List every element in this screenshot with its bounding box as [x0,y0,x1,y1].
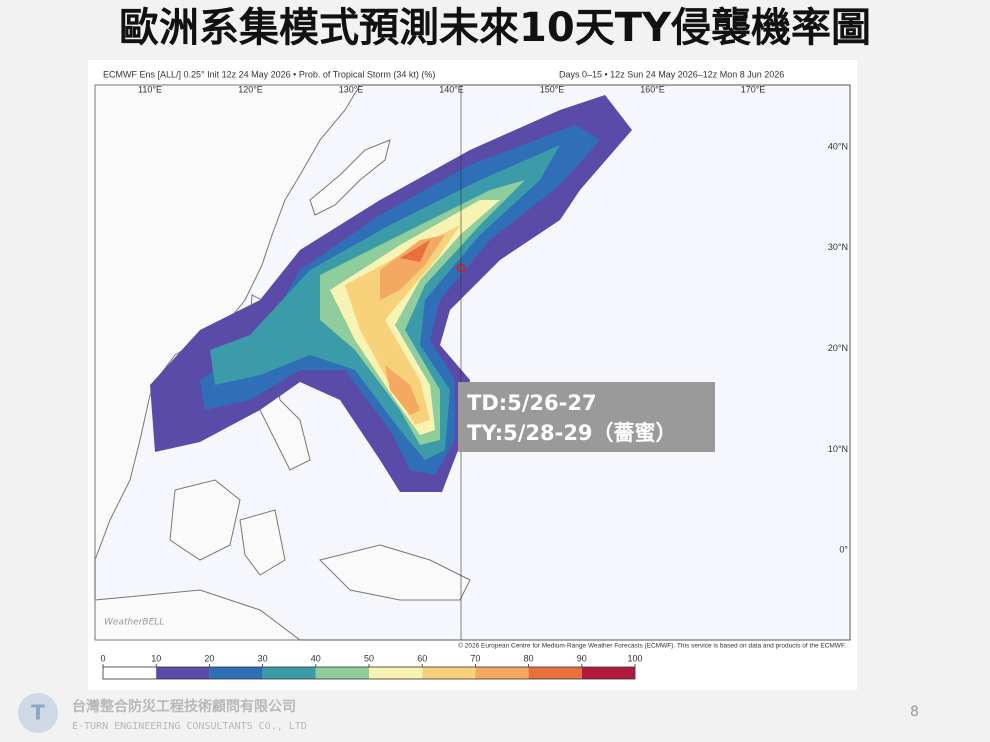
lat-label: 10°N [828,444,848,454]
colorbar-bin [422,667,476,679]
prob-area [385,365,420,415]
colorbar-tick-label: 90 [577,653,587,663]
colorbar-bin [209,667,263,679]
colorbar-tick-label: 40 [311,653,321,663]
colorbar-bin [369,667,423,679]
lat-label: 20°N [828,343,848,353]
page-number: 8 [910,704,919,720]
lat-label: 30°N [828,242,848,252]
colorbar-bin [581,667,635,679]
lat-label: 40°N [828,141,848,151]
colorbar-bin [315,667,369,679]
colorbar-tick-label: 100 [627,653,642,663]
colorbar-tick-label: 80 [524,653,534,663]
colorbar: 0 10 20 30 40 50 60 70 80 90 100 [100,653,643,680]
prob-area [345,225,460,425]
colorbar-bin [103,667,157,679]
colorbar-tick-label: 60 [417,653,427,663]
land-borneo [169,479,241,561]
annotation-line: TY:5/28-29（薔蜜） [467,421,677,445]
watermark: WeatherBELL [104,618,164,628]
company-name: 台灣整合防災工程技術顧問有限公司 [72,698,296,715]
colorbar-tick-label: 0 [100,653,105,663]
colorbar-bin [156,667,210,679]
map-area: WeatherBELL © 2026 European Centre for M… [94,84,851,650]
map-header-left: ECMWF Ens [ALL/] 0.25° Init 12z 24 May 2… [103,69,435,79]
colorbar-bin [528,667,582,679]
prob-area [380,235,445,300]
lon-label: 140°E [439,84,464,94]
prob-area [400,240,430,262]
lon-label: 170°E [741,84,766,94]
land-new-guinea [319,544,471,601]
colorbar-tick-label: 20 [204,653,214,663]
lon-label: 150°E [540,84,565,94]
slide-title: 歐洲系集模式預測未來10天TY侵襲機率圖 [119,5,871,51]
lon-label: 110°E [138,84,162,94]
lon-label: 130°E [339,84,364,94]
annotation-box [458,382,715,452]
colorbar-tick-label: 10 [151,653,161,663]
colorbar-bin [262,667,316,679]
lat-label: 0° [839,545,848,555]
logo-mark: T [31,701,45,725]
colorbar-bin [475,667,529,679]
company-name-en: E-TURN ENGINEERING CONSULTANTS CO., LTD [72,721,307,732]
copyright: © 2026 European Centre for Medium-Range … [458,642,846,650]
map-header-right: Days 0–15 • 12z Sun 24 May 2026–12z Mon … [559,69,784,79]
lon-label: 160°E [640,84,665,94]
lon-label: 120°E [238,84,263,94]
land-sulawesi [239,509,286,576]
land-australia [94,589,302,641]
annotation-line: TD:5/26-27 [467,391,597,415]
land-japan-korea [309,139,391,216]
colorbar-tick-label: 50 [364,653,374,663]
colorbar-tick-label: 70 [470,653,480,663]
axis-labels: 110°E 120°E 130°E 140°E 150°E 160°E 170°E 40°N 3… [138,84,848,554]
company-logo [18,693,58,733]
colorbar-tick-label: 30 [258,653,268,663]
